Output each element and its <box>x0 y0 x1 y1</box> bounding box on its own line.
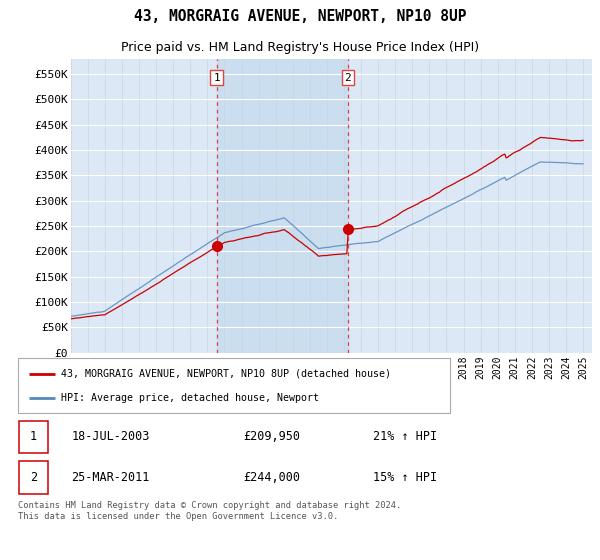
FancyBboxPatch shape <box>18 358 450 413</box>
Bar <box>217 59 348 353</box>
Text: 2: 2 <box>29 471 37 484</box>
Text: 1: 1 <box>213 73 220 82</box>
Bar <box>19 421 48 454</box>
Text: 25-MAR-2011: 25-MAR-2011 <box>71 471 150 484</box>
Text: 43, MORGRAIG AVENUE, NEWPORT, NP10 8UP (detached house): 43, MORGRAIG AVENUE, NEWPORT, NP10 8UP (… <box>61 369 391 379</box>
Text: 21% ↑ HPI: 21% ↑ HPI <box>373 430 437 443</box>
Text: Price paid vs. HM Land Registry's House Price Index (HPI): Price paid vs. HM Land Registry's House … <box>121 40 479 54</box>
Text: HPI: Average price, detached house, Newport: HPI: Average price, detached house, Newp… <box>61 393 319 403</box>
Bar <box>19 461 48 494</box>
Text: 43, MORGRAIG AVENUE, NEWPORT, NP10 8UP: 43, MORGRAIG AVENUE, NEWPORT, NP10 8UP <box>134 9 466 24</box>
Text: 2: 2 <box>344 73 352 82</box>
Text: 15% ↑ HPI: 15% ↑ HPI <box>373 471 437 484</box>
Text: £209,950: £209,950 <box>244 430 301 443</box>
Text: £244,000: £244,000 <box>244 471 301 484</box>
Text: 1: 1 <box>29 430 37 443</box>
Text: 18-JUL-2003: 18-JUL-2003 <box>71 430 150 443</box>
Text: Contains HM Land Registry data © Crown copyright and database right 2024.
This d: Contains HM Land Registry data © Crown c… <box>18 501 401 521</box>
